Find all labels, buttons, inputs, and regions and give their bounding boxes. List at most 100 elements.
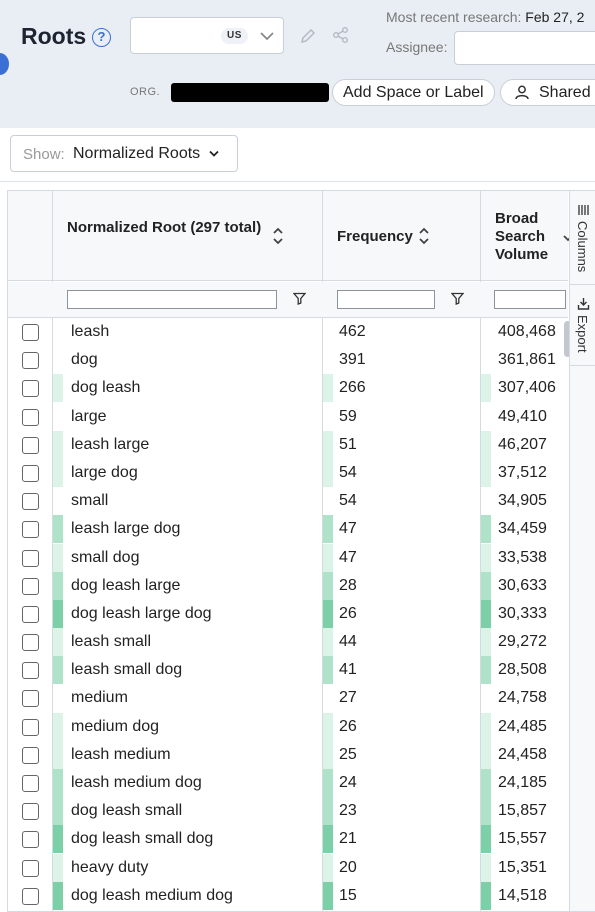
assignee-input[interactable] (454, 31, 595, 65)
root-text: dog leash (71, 379, 141, 397)
table-row[interactable]: dog leash small dog 21 15,557 (8, 825, 568, 854)
root-text: dog leash small dog (71, 830, 214, 848)
frequency-cell: 391 (323, 346, 481, 375)
header-broad-search-volume[interactable]: Broad Search Volume (495, 210, 549, 263)
filter-icon[interactable] (293, 292, 306, 305)
heat-indicator (481, 571, 491, 600)
row-checkbox[interactable] (22, 464, 39, 482)
heat-indicator (323, 571, 333, 600)
frequency-cell: 59 (323, 402, 481, 431)
table-row[interactable]: leash small 44 29,272 (8, 628, 568, 657)
frequency-text: 44 (339, 633, 357, 651)
table-row[interactable]: leash large 51 46,207 (8, 430, 568, 459)
research-date: Feb 27, 2 (525, 9, 585, 25)
frequency-text: 51 (339, 435, 357, 453)
row-checkbox[interactable] (22, 634, 39, 652)
row-checkbox[interactable] (22, 775, 39, 792)
row-checkbox[interactable] (22, 831, 39, 849)
row-checkbox[interactable] (22, 887, 39, 905)
table-row[interactable]: dog 391 361,861 (8, 346, 568, 375)
export-tab-label: Export (575, 315, 590, 353)
row-checkbox[interactable] (22, 662, 39, 680)
volume-text: 24,758 (498, 689, 547, 707)
volume-cell: 361,861 (481, 346, 568, 375)
show-label: Show: (23, 146, 65, 163)
filter-icon[interactable] (451, 292, 464, 305)
table-row[interactable]: small 54 34,905 (8, 487, 568, 516)
table-row[interactable]: medium dog 26 24,485 (8, 712, 568, 741)
volume-filter-input[interactable] (494, 290, 566, 309)
row-checkbox[interactable] (22, 493, 39, 511)
assignee-label: Assignee: (386, 39, 448, 55)
volume-cell: 15,857 (481, 797, 568, 826)
export-tab[interactable]: Export (570, 285, 595, 365)
row-checkbox[interactable] (22, 408, 39, 426)
country-select[interactable]: US (130, 17, 284, 54)
columns-tab[interactable]: Columns (570, 191, 595, 284)
table-row[interactable]: dog leash large 28 30,633 (8, 571, 568, 600)
heat-indicator (481, 740, 491, 769)
export-icon (577, 298, 590, 310)
row-checkbox[interactable] (22, 352, 39, 370)
row-checkbox[interactable] (22, 380, 39, 398)
sort-icon[interactable] (418, 226, 430, 246)
row-checkbox[interactable] (22, 436, 39, 454)
heat-indicator (53, 346, 63, 375)
table-row[interactable]: large 59 49,410 (8, 402, 568, 431)
add-space-or-label-button[interactable]: Add Space or Label (332, 79, 495, 106)
root-text: medium dog (71, 717, 160, 735)
row-checkbox[interactable] (22, 521, 39, 539)
table-row[interactable]: large dog 54 37,512 (8, 458, 568, 487)
sort-icon[interactable] (272, 226, 284, 246)
table-header: Normalized Root (297 total) Frequency Br… (8, 191, 573, 281)
vertical-scrollbar[interactable] (564, 321, 571, 357)
frequency-text: 54 (339, 492, 357, 510)
row-checkbox[interactable] (22, 803, 39, 821)
row-checkbox[interactable] (22, 324, 39, 341)
header-frequency[interactable]: Frequency (337, 228, 413, 245)
user-icon (515, 85, 529, 100)
pencil-icon[interactable] (298, 26, 318, 46)
frequency-filter-input[interactable] (337, 290, 435, 309)
row-checkbox[interactable] (22, 605, 39, 623)
root-text: leash medium (71, 745, 171, 763)
heat-indicator (323, 374, 333, 403)
row-checkbox[interactable] (22, 718, 39, 736)
row-checkbox[interactable] (22, 549, 39, 567)
row-checkbox[interactable] (22, 859, 39, 877)
root-cell: medium dog (53, 712, 323, 741)
sidebar-toggle-handle[interactable] (0, 53, 9, 75)
header-normalized-root[interactable]: Normalized Root (297 total) (67, 219, 262, 236)
table-row[interactable]: leash medium dog 24 24,185 (8, 769, 568, 797)
table-row[interactable]: leash 462 408,468 (8, 318, 568, 346)
column-divider (322, 191, 323, 911)
help-icon[interactable]: ? (92, 28, 111, 47)
row-checkbox[interactable] (22, 746, 39, 764)
shared-button[interactable]: Shared (500, 79, 595, 106)
heat-indicator (481, 769, 491, 797)
root-filter-input[interactable] (67, 290, 277, 309)
row-checkbox[interactable] (22, 690, 39, 708)
show-view-select[interactable]: Show: Normalized Roots (10, 135, 238, 172)
table-row[interactable]: dog leash 266 307,406 (8, 374, 568, 403)
frequency-text: 47 (339, 520, 357, 538)
heat-indicator (481, 402, 491, 431)
table-row[interactable]: small dog 47 33,538 (8, 543, 568, 572)
volume-cell: 24,758 (481, 684, 568, 713)
table-row[interactable]: dog leash large dog 26 30,333 (8, 599, 568, 628)
frequency-text: 25 (339, 745, 357, 763)
frequency-text: 26 (339, 604, 357, 622)
table-row[interactable]: leash small dog 41 28,508 (8, 656, 568, 685)
frequency-cell: 47 (323, 515, 481, 544)
heat-indicator (323, 825, 333, 854)
table-row[interactable]: heavy duty 20 15,351 (8, 853, 568, 882)
heat-indicator (323, 487, 333, 516)
table-row[interactable]: dog leash medium dog 15 14,518 (8, 881, 568, 910)
row-checkbox[interactable] (22, 577, 39, 595)
side-divider (570, 284, 595, 285)
table-row[interactable]: medium 27 24,758 (8, 684, 568, 713)
share-icon[interactable] (332, 26, 350, 44)
table-row[interactable]: leash medium 25 24,458 (8, 740, 568, 769)
table-row[interactable]: dog leash small 23 15,857 (8, 797, 568, 826)
table-row[interactable]: leash large dog 47 34,459 (8, 515, 568, 544)
